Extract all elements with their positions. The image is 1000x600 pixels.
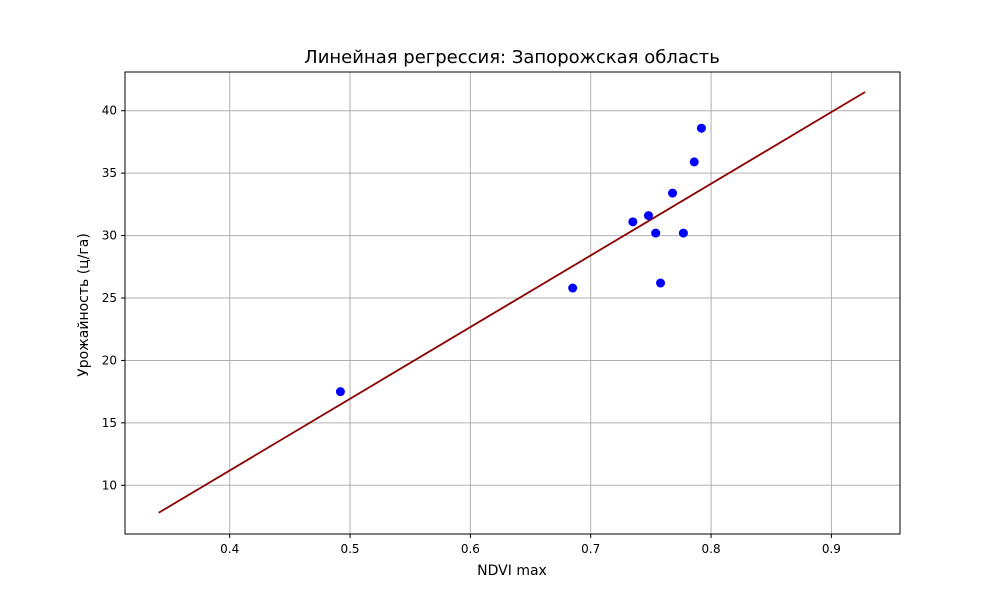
scatter-point (628, 217, 638, 227)
x-tick-label: 0.5 (340, 542, 359, 556)
y-tick-label: 10 (102, 478, 117, 492)
plot-frame (124, 71, 901, 535)
regression-line (158, 91, 866, 514)
scatter-point (651, 228, 661, 238)
series-layer (158, 91, 866, 514)
scatter-point (689, 157, 699, 167)
scatter-point (678, 228, 688, 238)
y-tick-label: 20 (102, 353, 117, 367)
x-tick-label: 0.8 (702, 542, 721, 556)
y-tick-label: 30 (102, 229, 117, 243)
x-tick-label: 0.7 (581, 542, 600, 556)
scatter-point (568, 283, 578, 293)
y-tick-label: 35 (102, 166, 117, 180)
ticks: 0.4 0.5 0.6 0.7 0.8 0.9 10 15 20 25 30 35 40 (102, 104, 841, 556)
scatter-point (643, 211, 653, 221)
chart-title: Линейная регрессия: Запорожская область (304, 47, 720, 68)
x-tick-label: 0.6 (461, 542, 480, 556)
x-tick-label: 0.4 (220, 542, 239, 556)
x-axis-label: NDVI max (477, 563, 547, 579)
scatter-point (335, 387, 345, 397)
scatter-point (668, 188, 678, 198)
scatter-point (696, 123, 706, 133)
scatter-point (656, 278, 666, 288)
y-tick-label: 15 (102, 416, 117, 430)
grid-lines (125, 72, 900, 534)
y-tick-label: 40 (102, 104, 117, 118)
y-axis-label: Урожайность (ц/га) (76, 233, 92, 377)
x-tick-label: 0.9 (822, 542, 841, 556)
y-tick-label: 25 (102, 291, 117, 305)
